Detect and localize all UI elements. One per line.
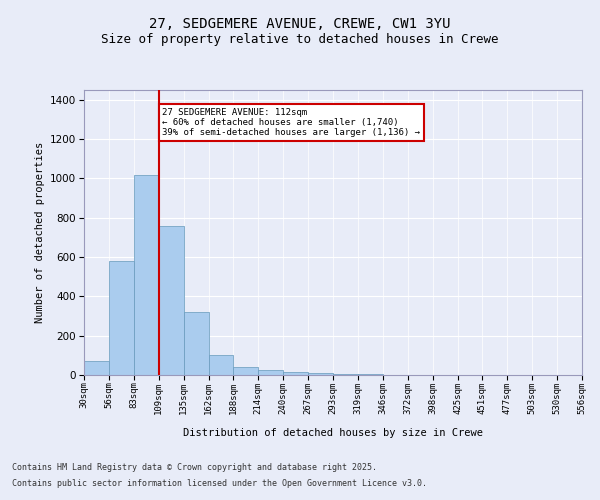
- Text: Distribution of detached houses by size in Crewe: Distribution of detached houses by size …: [183, 428, 483, 438]
- Text: Size of property relative to detached houses in Crewe: Size of property relative to detached ho…: [101, 32, 499, 46]
- Bar: [209, 356, 233, 375]
- Bar: [134, 174, 159, 375]
- Bar: [84, 361, 109, 375]
- Bar: [333, 374, 358, 375]
- Bar: [308, 373, 333, 375]
- Text: Contains public sector information licensed under the Open Government Licence v3: Contains public sector information licen…: [12, 478, 427, 488]
- Text: Contains HM Land Registry data © Crown copyright and database right 2025.: Contains HM Land Registry data © Crown c…: [12, 464, 377, 472]
- Bar: [159, 226, 184, 375]
- Text: 27, SEDGEMERE AVENUE, CREWE, CW1 3YU: 27, SEDGEMERE AVENUE, CREWE, CW1 3YU: [149, 18, 451, 32]
- Bar: [358, 374, 383, 375]
- Text: 27 SEDGEMERE AVENUE: 112sqm
← 60% of detached houses are smaller (1,740)
39% of : 27 SEDGEMERE AVENUE: 112sqm ← 60% of det…: [163, 108, 421, 138]
- Bar: [109, 261, 134, 375]
- Bar: [184, 312, 209, 375]
- Y-axis label: Number of detached properties: Number of detached properties: [35, 142, 44, 323]
- Bar: [259, 370, 283, 375]
- Bar: [283, 372, 308, 375]
- Bar: [233, 367, 259, 375]
